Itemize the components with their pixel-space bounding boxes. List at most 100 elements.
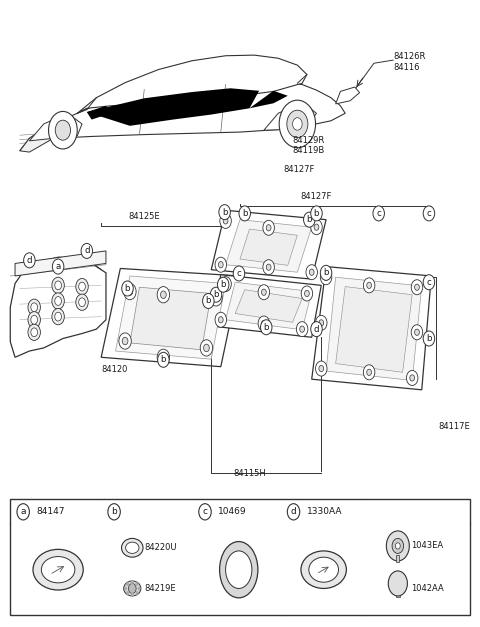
Polygon shape <box>87 106 111 120</box>
Circle shape <box>127 288 133 295</box>
Circle shape <box>131 581 134 584</box>
Circle shape <box>129 584 136 594</box>
Polygon shape <box>240 229 297 265</box>
Circle shape <box>311 219 322 234</box>
Circle shape <box>220 277 231 292</box>
Circle shape <box>119 333 132 349</box>
Circle shape <box>311 206 322 221</box>
Polygon shape <box>326 277 422 381</box>
Polygon shape <box>87 88 259 126</box>
Polygon shape <box>77 55 307 113</box>
Ellipse shape <box>33 549 83 590</box>
Text: 84127F: 84127F <box>301 192 332 201</box>
Circle shape <box>157 287 169 303</box>
Polygon shape <box>226 219 312 272</box>
Text: b: b <box>307 215 312 224</box>
Circle shape <box>79 282 85 291</box>
Circle shape <box>258 316 270 331</box>
Polygon shape <box>235 290 302 322</box>
Circle shape <box>135 591 138 595</box>
Circle shape <box>108 503 120 520</box>
Ellipse shape <box>301 551 347 589</box>
Polygon shape <box>20 80 345 151</box>
Circle shape <box>266 264 271 270</box>
Polygon shape <box>29 113 82 141</box>
Circle shape <box>303 212 315 227</box>
Circle shape <box>126 591 129 595</box>
Circle shape <box>203 293 214 308</box>
Text: 1043EA: 1043EA <box>411 542 444 551</box>
Circle shape <box>200 340 213 356</box>
Circle shape <box>233 266 245 281</box>
Circle shape <box>210 287 222 302</box>
Circle shape <box>388 571 408 596</box>
Circle shape <box>220 213 231 228</box>
Text: c: c <box>237 269 241 278</box>
Text: c: c <box>427 278 432 287</box>
Ellipse shape <box>309 557 338 582</box>
Circle shape <box>131 593 134 596</box>
Circle shape <box>17 503 29 520</box>
Text: 1330AA: 1330AA <box>307 507 342 516</box>
Text: b: b <box>426 334 432 343</box>
Circle shape <box>122 337 128 345</box>
Text: c: c <box>427 209 432 218</box>
Text: b: b <box>111 507 117 516</box>
Text: b: b <box>264 323 269 332</box>
Text: 84129R
84119B: 84129R 84119B <box>293 135 325 155</box>
Circle shape <box>79 298 85 307</box>
Circle shape <box>367 369 372 376</box>
Circle shape <box>52 259 64 274</box>
Circle shape <box>160 354 166 361</box>
Bar <box>10 499 469 615</box>
Circle shape <box>124 283 136 300</box>
Circle shape <box>223 281 228 287</box>
Circle shape <box>396 543 400 549</box>
Circle shape <box>279 100 315 148</box>
Ellipse shape <box>41 557 75 583</box>
Text: 84220U: 84220U <box>144 543 177 552</box>
Circle shape <box>81 243 93 258</box>
Ellipse shape <box>121 539 143 557</box>
Text: 10469: 10469 <box>218 507 247 516</box>
Circle shape <box>314 224 319 230</box>
Circle shape <box>215 312 227 327</box>
Polygon shape <box>264 102 316 130</box>
Text: 84219E: 84219E <box>144 584 176 593</box>
Polygon shape <box>130 287 211 350</box>
Circle shape <box>217 277 229 292</box>
Circle shape <box>52 308 64 325</box>
Text: c: c <box>203 507 207 516</box>
Text: d: d <box>84 246 90 255</box>
Polygon shape <box>250 91 288 108</box>
Circle shape <box>138 587 141 591</box>
Ellipse shape <box>219 542 258 598</box>
Circle shape <box>309 269 314 275</box>
Circle shape <box>367 282 372 288</box>
Circle shape <box>311 322 322 337</box>
Text: b: b <box>324 268 329 277</box>
Circle shape <box>423 206 435 221</box>
Circle shape <box>423 275 435 290</box>
Circle shape <box>266 224 271 231</box>
Circle shape <box>55 297 61 305</box>
Circle shape <box>293 118 302 130</box>
Polygon shape <box>211 210 326 279</box>
Polygon shape <box>226 282 312 330</box>
Circle shape <box>304 290 309 297</box>
Circle shape <box>300 326 304 332</box>
Circle shape <box>411 280 423 295</box>
Circle shape <box>261 320 272 335</box>
Circle shape <box>320 270 332 285</box>
Text: b: b <box>205 297 211 305</box>
Circle shape <box>218 261 223 268</box>
Circle shape <box>320 265 332 280</box>
Text: c: c <box>376 209 381 218</box>
Circle shape <box>263 220 275 235</box>
Circle shape <box>52 293 64 309</box>
Polygon shape <box>336 87 360 104</box>
Circle shape <box>223 218 228 224</box>
Circle shape <box>407 371 418 386</box>
Text: d: d <box>27 256 32 265</box>
Text: b: b <box>242 209 248 218</box>
